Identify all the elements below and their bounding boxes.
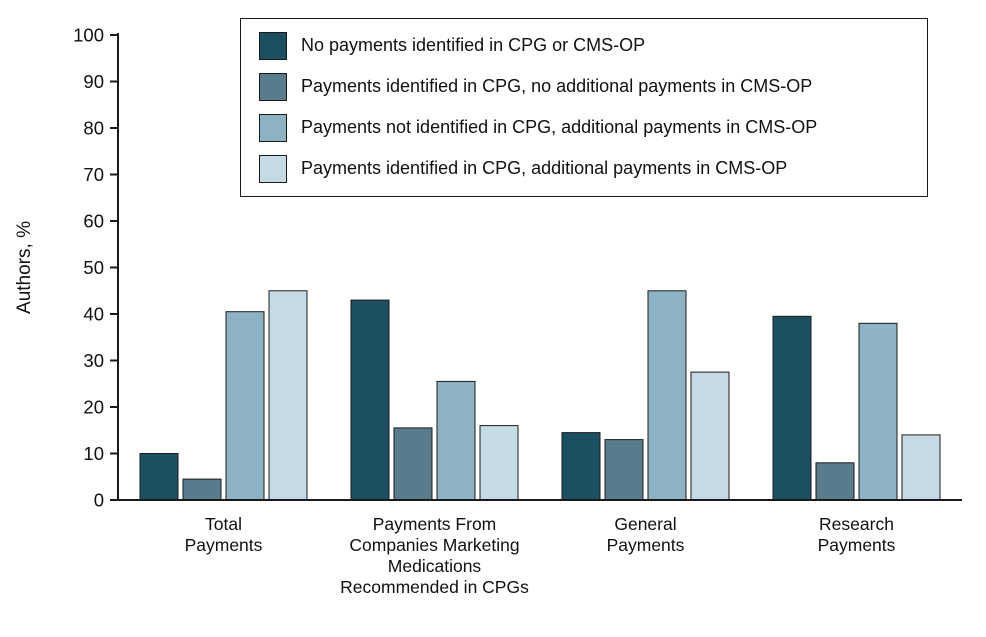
y-tick-label: 60	[83, 211, 104, 232]
y-tick-label: 80	[83, 118, 104, 139]
y-tick-label: 20	[83, 397, 104, 418]
bar	[139, 453, 179, 501]
x-category-label: Payments From Companies Marketing Medicati…	[340, 514, 529, 597]
y-axis-title: Authors, %	[14, 221, 35, 314]
y-tick-label: 10	[83, 443, 104, 464]
y-tick-label: 50	[83, 257, 104, 278]
bar	[393, 427, 433, 501]
legend-swatch	[259, 32, 287, 60]
chart-legend: No payments identified in CPG or CMS-OP P…	[240, 18, 928, 197]
legend-item: Payments not identified in CPG, addition…	[259, 114, 909, 142]
y-tick-label: 70	[83, 164, 104, 185]
legend-item: No payments identified in CPG or CMS-OP	[259, 32, 909, 60]
legend-item: Payments identified in CPG, no additiona…	[259, 73, 909, 101]
bar	[479, 425, 519, 501]
bar	[225, 311, 265, 501]
bar	[604, 439, 644, 501]
bar	[772, 315, 812, 501]
x-category-label: Research Payments	[818, 514, 896, 555]
bar	[350, 299, 390, 501]
legend-label: Payments not identified in CPG, addition…	[301, 117, 818, 138]
x-category-label: General Payments	[607, 514, 685, 555]
y-tick-label: 30	[83, 350, 104, 371]
legend-label: Payments identified in CPG, additional p…	[301, 158, 788, 179]
bar	[268, 290, 308, 501]
bar	[815, 462, 855, 501]
y-tick-label: 0	[94, 490, 104, 511]
y-tick-label: 90	[83, 71, 104, 92]
x-category-label: Total Payments	[185, 514, 263, 555]
bar	[690, 371, 730, 501]
legend-item: Payments identified in CPG, additional p…	[259, 155, 909, 183]
legend-label: Payments identified in CPG, no additiona…	[301, 76, 813, 97]
bar	[436, 380, 476, 501]
bar	[901, 434, 941, 501]
legend-swatch	[259, 73, 287, 101]
y-tick-label: 40	[83, 304, 104, 325]
bar	[182, 478, 222, 501]
y-tick-label: 100	[73, 25, 104, 46]
legend-swatch	[259, 114, 287, 142]
legend-label: No payments identified in CPG or CMS-OP	[301, 35, 646, 56]
bar	[647, 290, 687, 501]
legend-swatch	[259, 155, 287, 183]
bar	[561, 432, 601, 501]
bar	[858, 322, 898, 501]
